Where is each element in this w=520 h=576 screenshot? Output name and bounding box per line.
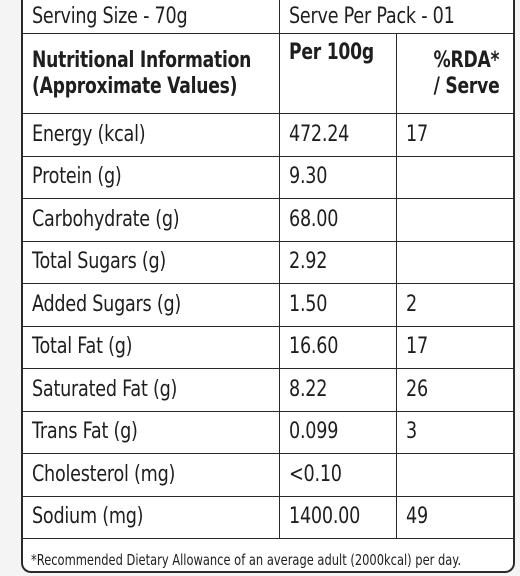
per100g-value: 472.24 [279, 113, 397, 157]
nutrient-name: Added Sugars (g) [23, 283, 280, 327]
rda-value: 49 [395, 495, 513, 539]
per100g-value: 1.50 [279, 283, 397, 327]
footnote: *Recommended Dietary Allowance of an ave… [31, 551, 462, 569]
rda-value [395, 155, 513, 199]
table-row: Added Sugars (g) 1.50 2 [23, 283, 513, 327]
rda-value: 3 [395, 410, 513, 454]
rda-value: 17 [395, 113, 513, 157]
nutrient-name: Cholesterol (mg) [23, 453, 280, 497]
nutrient-name: Total Sugars (g) [23, 240, 280, 284]
table-row: Energy (kcal) 472.24 17 [23, 113, 513, 157]
nutrient-name: Total Fat (g) [23, 325, 280, 369]
table-row: Trans Fat (g) 0.099 3 [23, 410, 513, 454]
table-row: Cholesterol (mg) <0.10 [23, 453, 513, 497]
table-row: Sodium (mg) 1400.00 49 [23, 495, 513, 539]
rda-value: 2 [395, 283, 513, 327]
rda-value: 17 [395, 325, 513, 369]
per100g-value: 68.00 [279, 198, 397, 242]
serving-row: Serving Size - 70g Serve Per Pack - 01 [23, 0, 513, 34]
per100g-value: 2.92 [279, 240, 397, 284]
header-per100g: Per 100g [279, 33, 397, 114]
nutrient-name: Protein (g) [23, 155, 280, 199]
serve-per-pack: Serve Per Pack - 01 [279, 0, 513, 34]
nutrition-table: Serving Size - 70g Serve Per Pack - 01 N… [23, 0, 513, 539]
nutrition-facts-panel: Serving Size - 70g Serve Per Pack - 01 N… [21, 0, 515, 573]
nutrient-name: Sodium (mg) [23, 495, 280, 539]
header-row: Nutritional Information (Approximate Val… [23, 33, 513, 114]
table-row: Saturated Fat (g) 8.22 26 [23, 368, 513, 412]
table-row: Carbohydrate (g) 68.00 [23, 198, 513, 242]
table-row: Total Sugars (g) 2.92 [23, 240, 513, 284]
per100g-value: 0.099 [279, 410, 397, 454]
header-rda: %RDA* / Serve [395, 33, 513, 114]
rda-value [395, 240, 513, 284]
nutrient-name: Carbohydrate (g) [23, 198, 280, 242]
header-nutrient: Nutritional Information (Approximate Val… [23, 33, 280, 114]
rda-value [395, 453, 513, 497]
serving-size: Serving Size - 70g [23, 0, 280, 34]
rda-value: 26 [395, 368, 513, 412]
per100g-value: 1400.00 [279, 495, 397, 539]
per100g-value: <0.10 [279, 453, 397, 497]
table-row: Total Fat (g) 16.60 17 [23, 325, 513, 369]
table-row: Protein (g) 9.30 [23, 155, 513, 199]
per100g-value: 16.60 [279, 325, 397, 369]
nutrient-name: Trans Fat (g) [23, 410, 280, 454]
rda-value [395, 198, 513, 242]
per100g-value: 9.30 [279, 155, 397, 199]
nutrient-name: Energy (kcal) [23, 113, 280, 157]
nutrient-name: Saturated Fat (g) [23, 368, 280, 412]
per100g-value: 8.22 [279, 368, 397, 412]
